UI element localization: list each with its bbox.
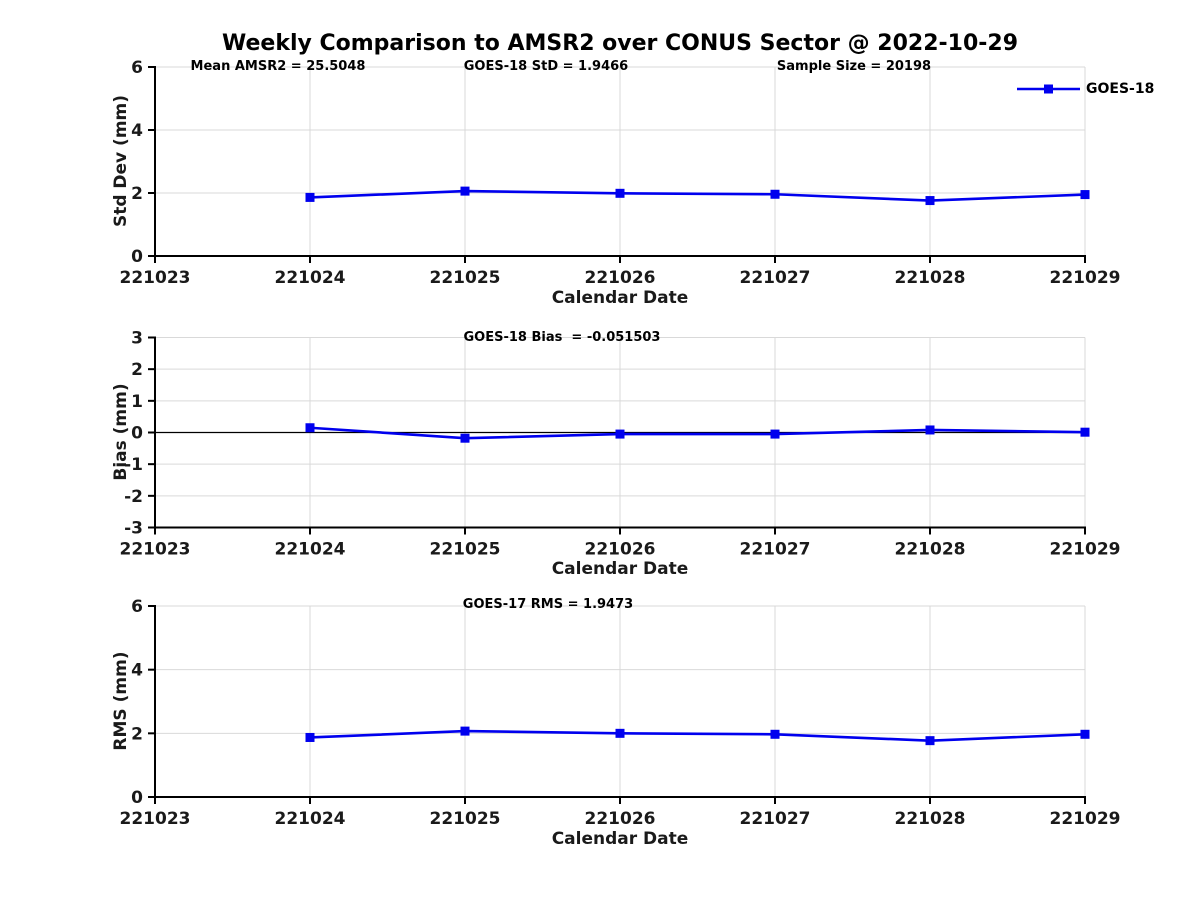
data-point-marker <box>460 186 470 196</box>
x-tick-label: 221027 <box>740 809 811 829</box>
x-tick-label: 221023 <box>120 809 191 829</box>
x-tick-label: 221026 <box>585 540 656 560</box>
x-tick-label: 221025 <box>430 268 501 288</box>
x-tick-label: 221026 <box>585 809 656 829</box>
y-tick-label: -3 <box>124 519 143 539</box>
y-tick-label: 4 <box>131 121 143 141</box>
x-axis-label-bias: Calendar Date <box>551 559 689 579</box>
data-point-marker <box>1080 427 1090 437</box>
x-tick-label: 221025 <box>430 809 501 829</box>
data-point-marker <box>615 728 625 738</box>
data-point-marker <box>305 423 315 433</box>
x-tick-label: 221027 <box>740 268 811 288</box>
x-tick-label: 221024 <box>275 540 346 560</box>
x-tick-label: 221028 <box>895 809 966 829</box>
data-point-marker <box>925 425 935 435</box>
y-axis-label-bias: Bias (mm) <box>111 383 131 481</box>
y-tick-label: 2 <box>131 184 143 204</box>
data-point-marker <box>305 192 315 202</box>
series-line-goes-18 <box>309 189 1086 202</box>
y-tick-label: 1 <box>131 392 143 412</box>
data-point-marker <box>770 429 780 439</box>
y-tick-label: 0 <box>131 247 143 267</box>
y-tick-label: 2 <box>131 724 143 744</box>
annotation-mean-amsr2: Mean AMSR2 = 25.5048 <box>190 59 366 74</box>
x-tick-label: 221024 <box>275 809 346 829</box>
y-tick-label: 0 <box>131 788 143 808</box>
chart-title: Weekly Comparison to AMSR2 over CONUS Se… <box>222 31 1018 56</box>
x-tick-label: 221026 <box>585 268 656 288</box>
x-tick-label: 221028 <box>895 540 966 560</box>
legend <box>1017 84 1080 94</box>
y-axis-label-rms: RMS (mm) <box>111 651 131 751</box>
series-line-goes-18 <box>309 426 1086 440</box>
data-point-marker <box>460 433 470 443</box>
data-point-marker <box>1080 729 1090 739</box>
y-tick-label: 0 <box>131 424 143 444</box>
annotation-goes18-bias: GOES-18 Bias = -0.051503 <box>463 330 661 345</box>
x-tick-label: 221023 <box>120 268 191 288</box>
data-point-marker <box>770 189 780 199</box>
x-tick-label: 221029 <box>1050 268 1121 288</box>
y-tick-label: -1 <box>124 455 143 475</box>
data-point-marker <box>925 196 935 206</box>
data-point-marker <box>1080 190 1090 200</box>
data-point-marker <box>925 736 935 746</box>
x-axis-label-rms: Calendar Date <box>551 829 689 849</box>
y-tick-label: 4 <box>131 661 143 681</box>
series-line-goes-18 <box>309 729 1086 742</box>
y-tick-label: 2 <box>131 360 143 380</box>
data-point-marker <box>770 729 780 739</box>
legend-marker <box>1044 84 1053 94</box>
x-axis-label-stddev: Calendar Date <box>551 288 689 308</box>
data-point-marker <box>615 429 625 439</box>
data-point-marker <box>615 188 625 198</box>
y-tick-label: -2 <box>124 487 143 507</box>
subplot-stddev: 221023 221024 221025 221026 221027 221028 2210… <box>120 58 1121 288</box>
x-tick-label: 221025 <box>430 540 501 560</box>
y-axis-label-stddev: Std Dev (mm) <box>111 94 131 228</box>
x-tick-label: 221029 <box>1050 809 1121 829</box>
annotation-goes17-rms: GOES-17 RMS = 1.9473 <box>462 597 634 612</box>
data-point-marker <box>460 726 470 736</box>
annotation-goes18-std: GOES-18 StD = 1.9466 <box>463 59 629 74</box>
y-tick-label: 3 <box>131 329 143 349</box>
data-point-marker <box>305 732 315 742</box>
x-tick-label: 221027 <box>740 540 811 560</box>
x-tick-label: 221023 <box>120 540 191 560</box>
subplot-bias: 221023 221024 221025 221026 221027 221028 2210… <box>120 329 1121 560</box>
x-tick-label: 221029 <box>1050 540 1121 560</box>
subplot-rms: 221023 221024 221025 221026 221027 221028 2210… <box>120 597 1121 829</box>
y-tick-label: 6 <box>131 58 143 78</box>
legend-label-goes18: GOES-18 <box>1086 81 1155 97</box>
annotation-sample-size: Sample Size = 20198 <box>776 59 932 74</box>
x-tick-label: 221024 <box>275 268 346 288</box>
y-tick-label: 6 <box>131 597 143 617</box>
x-tick-label: 221028 <box>895 268 966 288</box>
